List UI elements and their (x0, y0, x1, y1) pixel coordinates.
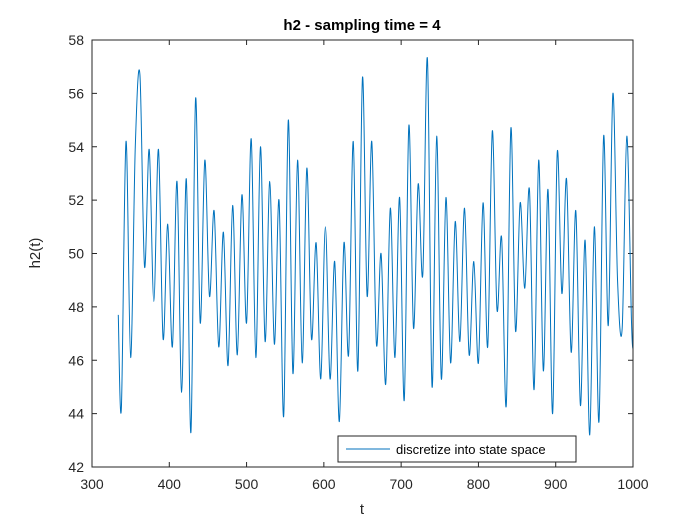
y-tick-label: 56 (68, 85, 84, 101)
ticks: 300 400 500 600 700 800 900 1000 42 44 46 48 50 52 54 5… (68, 32, 648, 492)
y-tick-label: 46 (68, 352, 84, 368)
x-tick-label: 900 (544, 476, 568, 492)
y-tick-label: 44 (68, 406, 84, 422)
x-axis-label: t (360, 501, 365, 518)
x-tick-label: 1000 (617, 476, 648, 492)
plot-area (92, 40, 633, 467)
x-tick-label: 500 (235, 476, 259, 492)
x-tick-label: 400 (158, 476, 182, 492)
x-tick-label: 300 (80, 476, 104, 492)
y-tick-label: 42 (68, 459, 84, 475)
y-tick-label: 58 (68, 32, 84, 48)
x-tick-label: 700 (389, 476, 413, 492)
legend-label: discretize into state space (396, 442, 546, 457)
x-tick-label: 800 (467, 476, 491, 492)
legend[interactable]: discretize into state space (337, 435, 577, 463)
data-line-group (117, 57, 634, 436)
series-line (117, 57, 634, 436)
y-tick-label: 54 (68, 139, 84, 155)
plot-frame (91, 39, 634, 468)
x-tick-label: 600 (312, 476, 336, 492)
y-axis-label: h2(t) (27, 238, 44, 269)
chart-title: h2 - sampling time = 4 (283, 17, 441, 34)
y-tick-label: 52 (68, 192, 84, 208)
y-tick-label: 48 (68, 299, 84, 315)
y-tick-label: 50 (68, 246, 84, 262)
